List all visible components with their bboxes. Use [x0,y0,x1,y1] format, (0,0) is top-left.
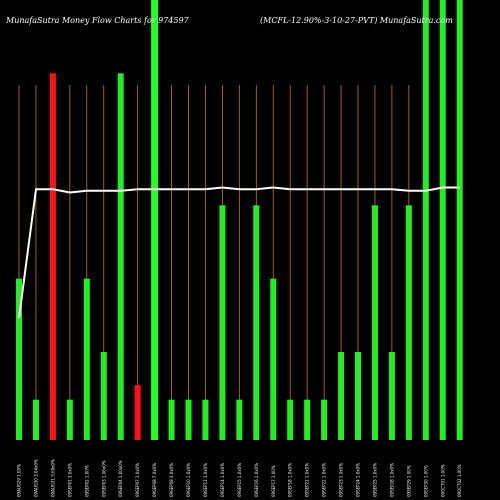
x-tick-label-14: 09SEP16 1.0x0% [254,463,259,497]
bar-18 [321,399,328,440]
x-tick-label-6: 09SEP04 1.00x0% [118,460,123,497]
bar-9 [168,399,175,440]
bar-3 [66,399,73,440]
x-tick-label-9: 09SEP09 3.0x0% [169,463,174,497]
x-tick-label-13: 09SEP15 1.0x0% [237,463,242,497]
x-tick-label-1: 09AUG30 3.04x0% [33,459,38,497]
bar-21 [371,205,378,440]
bar-12 [219,205,226,440]
bar-22 [388,352,395,440]
header-right-text: (MCFL-12.90%-3-10-27-PVT) MunafaSutra.co… [260,16,453,25]
x-tick-label-24: 09SEP30 1.00% [423,465,428,497]
x-tick-label-4: 09SEP02 1.00% [84,465,89,497]
x-tick-label-0: 09AUG29 1.00% [17,464,22,497]
bar-0 [16,278,22,440]
bar-layer [16,0,463,440]
x-tick-label-23: 09SEP29 1.00% [406,465,411,497]
x-tick-label-17: 09SEP21 1.0x0% [305,463,310,497]
x-tick-label-15: 09SEP17 1.00% [271,465,276,497]
bar-7 [134,385,141,440]
bar-4 [83,278,90,440]
header-left-text: MunafaSutra Money Flow Charts for 974597 [5,16,190,25]
x-tick-label-18: 09SEP22 1.0x0% [322,463,327,497]
x-tick-label-2: 09AUG31 3.09x0% [50,459,55,497]
x-tick-label-8: 09SEP08 7.0x0% [152,463,157,497]
x-tick-label-22: 09SEP28 1.0x0% [389,463,394,497]
bar-24 [422,0,429,440]
bar-13 [236,399,243,440]
x-tick-label-12: 09SEP14 1.0x0% [220,463,225,497]
bar-8 [151,0,159,440]
x-tick-label-21: 09SEP25 1.0x0% [372,463,377,497]
x-tick-label-3: 09SEP01 3.0x0% [67,463,72,497]
bar-25 [439,0,446,440]
x-tick-label-11: 09SEP11 1.0x0% [203,463,208,497]
label-layer: 09AUG29 1.00% 09AUG30 3.04x0% 09AUG31 3.09… [17,459,463,497]
x-tick-label-10: 09SEP10 1.0x0% [186,463,191,497]
bar-5 [100,352,107,440]
bar-19 [338,352,345,440]
bar-2 [49,73,56,440]
x-tick-label-5: 09SEP03 1.06x0% [101,460,106,497]
bar-1 [32,399,39,440]
bar-15 [270,278,277,440]
x-tick-label-7: 09SEP07 1.0x0% [135,463,140,497]
bar-14 [253,205,260,440]
money-flow-line [18,186,460,319]
line-layer [18,186,460,319]
bar-11 [202,399,209,440]
bar-10 [185,399,192,440]
bar-16 [287,399,294,440]
x-tick-label-20: 09SEP24 1.0x0% [356,463,361,497]
x-tick-label-26: 09OCT02 1.00% [457,464,462,497]
bar-17 [304,399,311,440]
bar-6 [117,73,124,440]
bar-23 [405,205,412,440]
x-tick-label-25: 09OCT01 1.00% [440,464,445,497]
x-tick-label-16: 09SEP18 1.0x0% [288,463,293,497]
bar-26 [456,0,463,440]
x-tick-label-19: 09SEP23 1.0x0% [339,463,344,497]
bar-20 [355,352,361,440]
